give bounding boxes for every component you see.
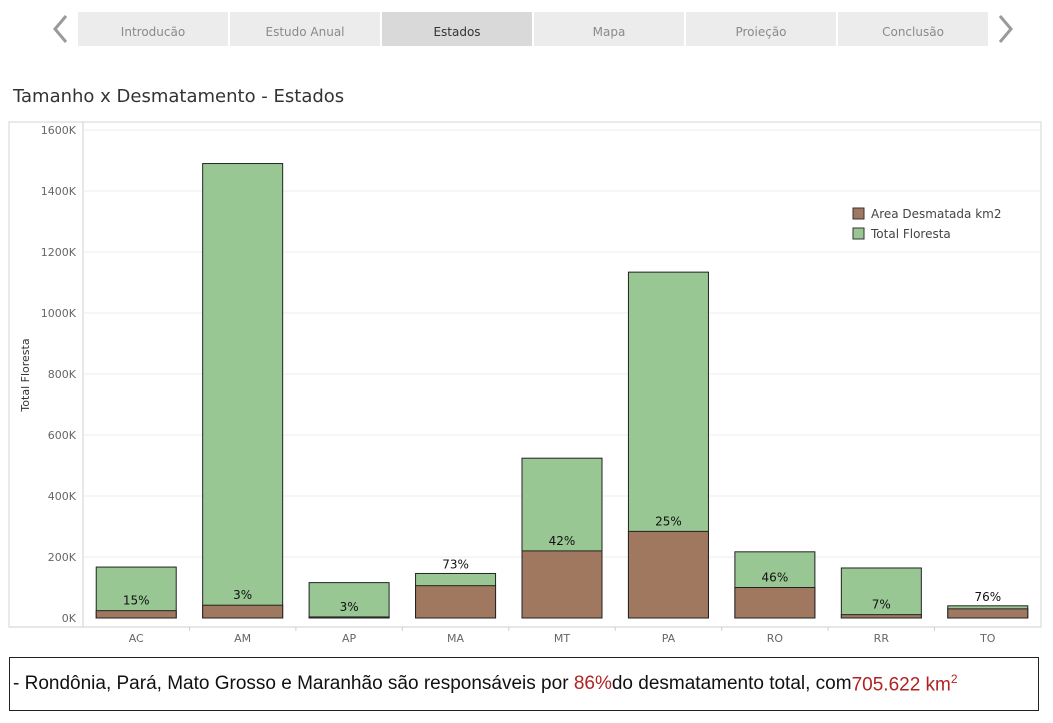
bar-total-floresta <box>202 163 284 619</box>
y-tick-label: 600K <box>48 429 77 442</box>
summary-total-value: 705.622 km <box>851 674 951 696</box>
chevron-right-icon <box>998 15 1013 43</box>
bar-area-desmatada <box>202 604 284 619</box>
summary-middle: do desmatamento total, com <box>611 673 852 694</box>
bar-area-desmatada <box>415 585 497 619</box>
y-tick-label: 800K <box>48 368 77 381</box>
tab-estudo-anual[interactable]: Estudo Anual <box>230 12 380 46</box>
data-label: 73% <box>442 557 469 571</box>
bar-area-desmatada <box>95 610 177 619</box>
data-label: 76% <box>974 590 1001 604</box>
bar-total-floresta <box>308 582 390 619</box>
x-tick-label: MA <box>447 632 464 645</box>
x-tick-label: AM <box>234 632 251 645</box>
y-tick-label: 1200K <box>41 246 77 259</box>
x-tick-label: AP <box>342 632 357 645</box>
bar-area-desmatada <box>840 614 922 619</box>
chart-title: Tamanho x Desmatamento - Estados <box>13 86 345 107</box>
summary-note: - Rondônia, Pará, Mato Grosso e Maranhão… <box>9 657 1039 711</box>
x-tick-label: RR <box>874 632 890 645</box>
y-tick-label: 200K <box>48 551 77 564</box>
legend-swatch <box>852 207 865 220</box>
data-label: 3% <box>233 588 252 602</box>
summary-percent: 86% <box>573 673 612 694</box>
summary-total-unit-exponent: 2 <box>950 671 958 686</box>
y-tick-label: 1400K <box>41 185 77 198</box>
x-tick-label: AC <box>129 632 144 645</box>
bar-total-floresta <box>95 566 177 619</box>
tab-introducao[interactable]: Introducão <box>78 12 228 46</box>
bar-area-desmatada <box>734 587 816 619</box>
tab-conclusao[interactable]: Conclusão <box>838 12 988 46</box>
data-label: 42% <box>549 534 576 548</box>
legend-label: Total Floresta <box>870 227 951 241</box>
tab-projecao[interactable]: Proieção <box>686 12 836 46</box>
x-tick-label: RO <box>767 632 784 645</box>
chevron-left-icon <box>53 15 68 43</box>
x-tick-label: PA <box>662 632 676 645</box>
bar-total-floresta <box>840 567 922 619</box>
y-axis-label: Total Floresta <box>19 338 32 412</box>
data-label: 25% <box>655 514 682 528</box>
y-tick-label: 0K <box>62 612 77 625</box>
story-navigation: Introducão Estudo Anual Estados Mapa Pro… <box>0 0 1053 60</box>
x-tick-label: MT <box>554 632 570 645</box>
data-label: 7% <box>872 598 891 612</box>
previous-button[interactable] <box>48 12 74 46</box>
bar-area-desmatada <box>627 530 709 619</box>
bar-chart: 0K 200K 400K 600K 800K 1000K 1200K 1400K 1600K To… <box>8 121 1042 645</box>
y-tick-label: 1000K <box>41 307 77 320</box>
data-label: 3% <box>340 600 359 614</box>
tab-mapa[interactable]: Mapa <box>534 12 684 46</box>
legend-swatch <box>852 227 865 240</box>
story-tabs: Introducão Estudo Anual Estados Mapa Pro… <box>78 12 988 46</box>
data-label: 46% <box>762 571 789 585</box>
next-button[interactable] <box>992 12 1018 46</box>
summary-prefix: - Rondônia, Pará, Mato Grosso e Maranhão… <box>13 673 569 694</box>
data-label: 15% <box>123 594 150 608</box>
y-tick-label: 400K <box>48 490 77 503</box>
bar-area-desmatada <box>521 550 603 619</box>
tab-estados[interactable]: Estados <box>382 12 532 46</box>
x-tick-label: TO <box>979 632 996 645</box>
y-tick-label: 1600K <box>41 124 77 137</box>
summary-total: 705.622 km2 <box>852 672 958 696</box>
bar-area-desmatada <box>308 616 390 619</box>
legend-label: Area Desmatada km2 <box>871 207 1001 221</box>
bar-area-desmatada <box>947 608 1029 619</box>
